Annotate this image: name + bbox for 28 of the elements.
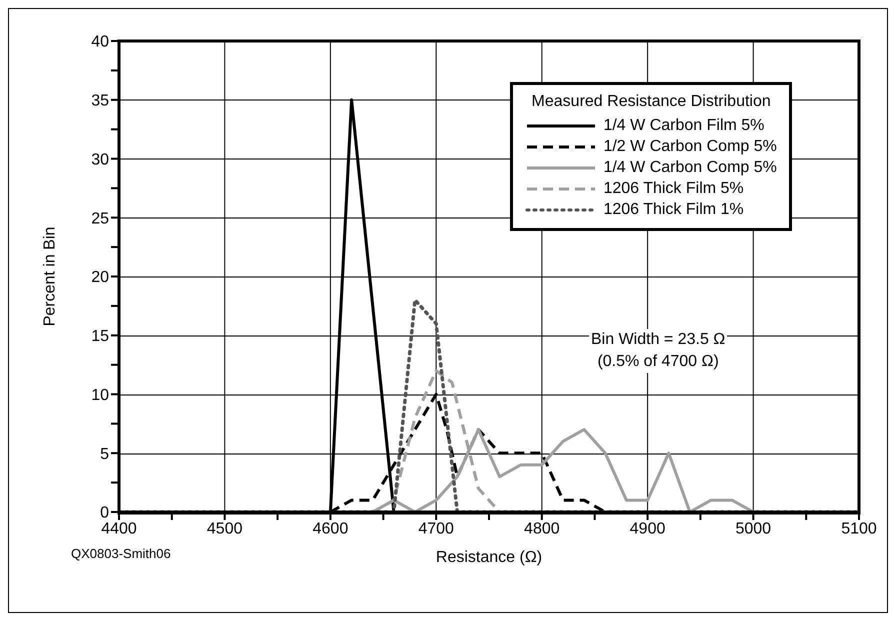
x-tick-label: 4500 [206,520,243,538]
legend-label: 1/4 W Carbon Comp 5% [603,158,777,178]
x-tick-label: 5100 [841,520,877,538]
y-tick-label: 10 [91,386,110,404]
x-tick-label: 4800 [524,520,560,538]
y-tick-label: 25 [91,210,110,228]
x-tick-label: 4600 [312,520,348,538]
y-axis-title: Percent in Bin [42,226,59,326]
y-tick-label: 15 [91,328,110,346]
x-tick-label: 4400 [101,520,137,538]
legend-title: Measured Resistance Distribution [530,93,772,112]
y-tick-label: 35 [91,92,110,110]
legend-label: 1/2 W Carbon Comp 5% [603,137,777,158]
y-tick-label: 30 [91,151,110,168]
y-tick-label: 40 [91,34,110,51]
legend-label: 1206 Thick Film 1% [603,200,744,220]
x-axis-title: Resistance (Ω) [436,549,542,566]
legend-label: 1206 Thick Film 5% [603,179,744,200]
annotation: (0.5% of 4700 Ω) [596,352,720,372]
text: QX0803-Smith06 [71,546,171,561]
annotation: Bin Width = 23.5 Ω [591,330,726,350]
legend-label: 1/4 W Carbon Film 5% [603,116,764,136]
x-tick-label: 4900 [630,520,666,538]
y-tick-label: 5 [100,446,110,463]
y-tick-label: 0 [100,504,110,522]
x-tick-label: 5000 [735,520,772,538]
y-tick-label: 20 [91,269,110,286]
x-tick-label: 4700 [418,520,454,538]
